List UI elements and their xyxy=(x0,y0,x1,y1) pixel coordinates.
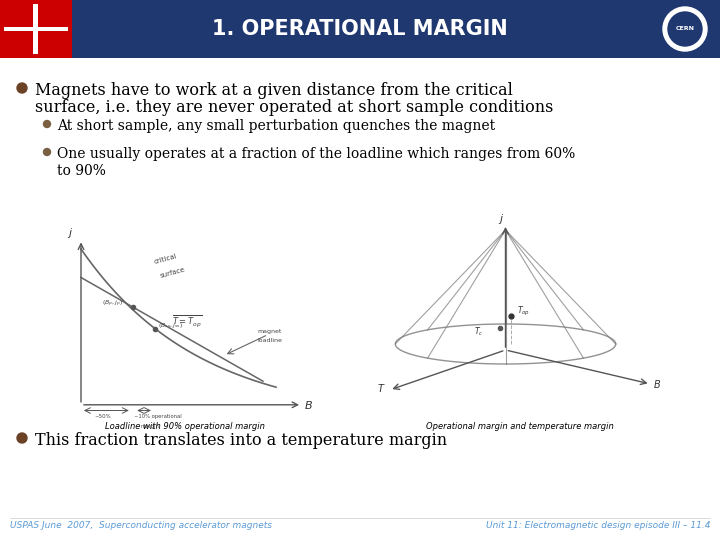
Text: ~50%: ~50% xyxy=(94,414,111,419)
Text: This fraction translates into a temperature margin: This fraction translates into a temperat… xyxy=(35,432,447,449)
Text: $(B_{ss},j_{ss})$: $(B_{ss},j_{ss})$ xyxy=(158,321,183,330)
Bar xyxy=(0,0,720,58)
Bar xyxy=(4,27,68,31)
Circle shape xyxy=(668,12,702,46)
Bar xyxy=(0,0,72,58)
Text: At short sample, any small perturbation quenches the magnet: At short sample, any small perturbation … xyxy=(57,119,495,133)
Text: j: j xyxy=(68,228,71,238)
Text: Loadline with 90% operational margin: Loadline with 90% operational margin xyxy=(105,422,265,431)
Bar xyxy=(4,30,34,54)
Text: surface, i.e. they are never operated at short sample conditions: surface, i.e. they are never operated at… xyxy=(35,99,554,116)
Text: ~10% operational: ~10% operational xyxy=(135,414,182,419)
Text: B: B xyxy=(305,401,312,410)
Circle shape xyxy=(43,120,50,127)
Bar xyxy=(33,4,37,54)
Bar xyxy=(38,4,68,28)
Text: loadline: loadline xyxy=(258,338,283,343)
Text: $T_{op}$: $T_{op}$ xyxy=(517,306,530,319)
Text: One usually operates at a fraction of the loadline which ranges from 60%: One usually operates at a fraction of th… xyxy=(57,147,575,161)
Bar xyxy=(4,4,34,28)
Text: to 90%: to 90% xyxy=(57,164,106,178)
Text: USPAS June  2007,  Superconducting accelerator magnets: USPAS June 2007, Superconducting acceler… xyxy=(10,522,272,530)
Bar xyxy=(38,30,68,54)
Circle shape xyxy=(17,433,27,443)
Text: B: B xyxy=(654,380,660,390)
Text: 1. OPERATIONAL MARGIN: 1. OPERATIONAL MARGIN xyxy=(212,19,508,39)
Text: critical: critical xyxy=(154,253,178,265)
Circle shape xyxy=(17,83,27,93)
Circle shape xyxy=(43,148,50,156)
Text: $\overline{T=T_{op}}$: $\overline{T=T_{op}}$ xyxy=(172,314,202,330)
Text: Magnets have to work at a given distance from the critical: Magnets have to work at a given distance… xyxy=(35,82,513,99)
Text: $T_c$: $T_c$ xyxy=(474,325,483,338)
Text: surface: surface xyxy=(159,266,186,279)
Circle shape xyxy=(663,7,707,51)
Text: CERN: CERN xyxy=(675,25,695,30)
Text: Operational margin and temperature margin: Operational margin and temperature margi… xyxy=(426,422,614,431)
Text: $(B_p,j_p)$: $(B_p,j_p)$ xyxy=(102,299,123,309)
Text: T: T xyxy=(378,384,384,394)
Text: j: j xyxy=(500,214,503,224)
Bar xyxy=(4,4,68,54)
Text: magnet: magnet xyxy=(258,329,282,334)
Bar xyxy=(650,0,720,58)
Text: Unit 11: Electromagnetic design episode III – 11.4: Unit 11: Electromagnetic design episode … xyxy=(485,522,710,530)
Text: margin: margin xyxy=(141,423,160,429)
